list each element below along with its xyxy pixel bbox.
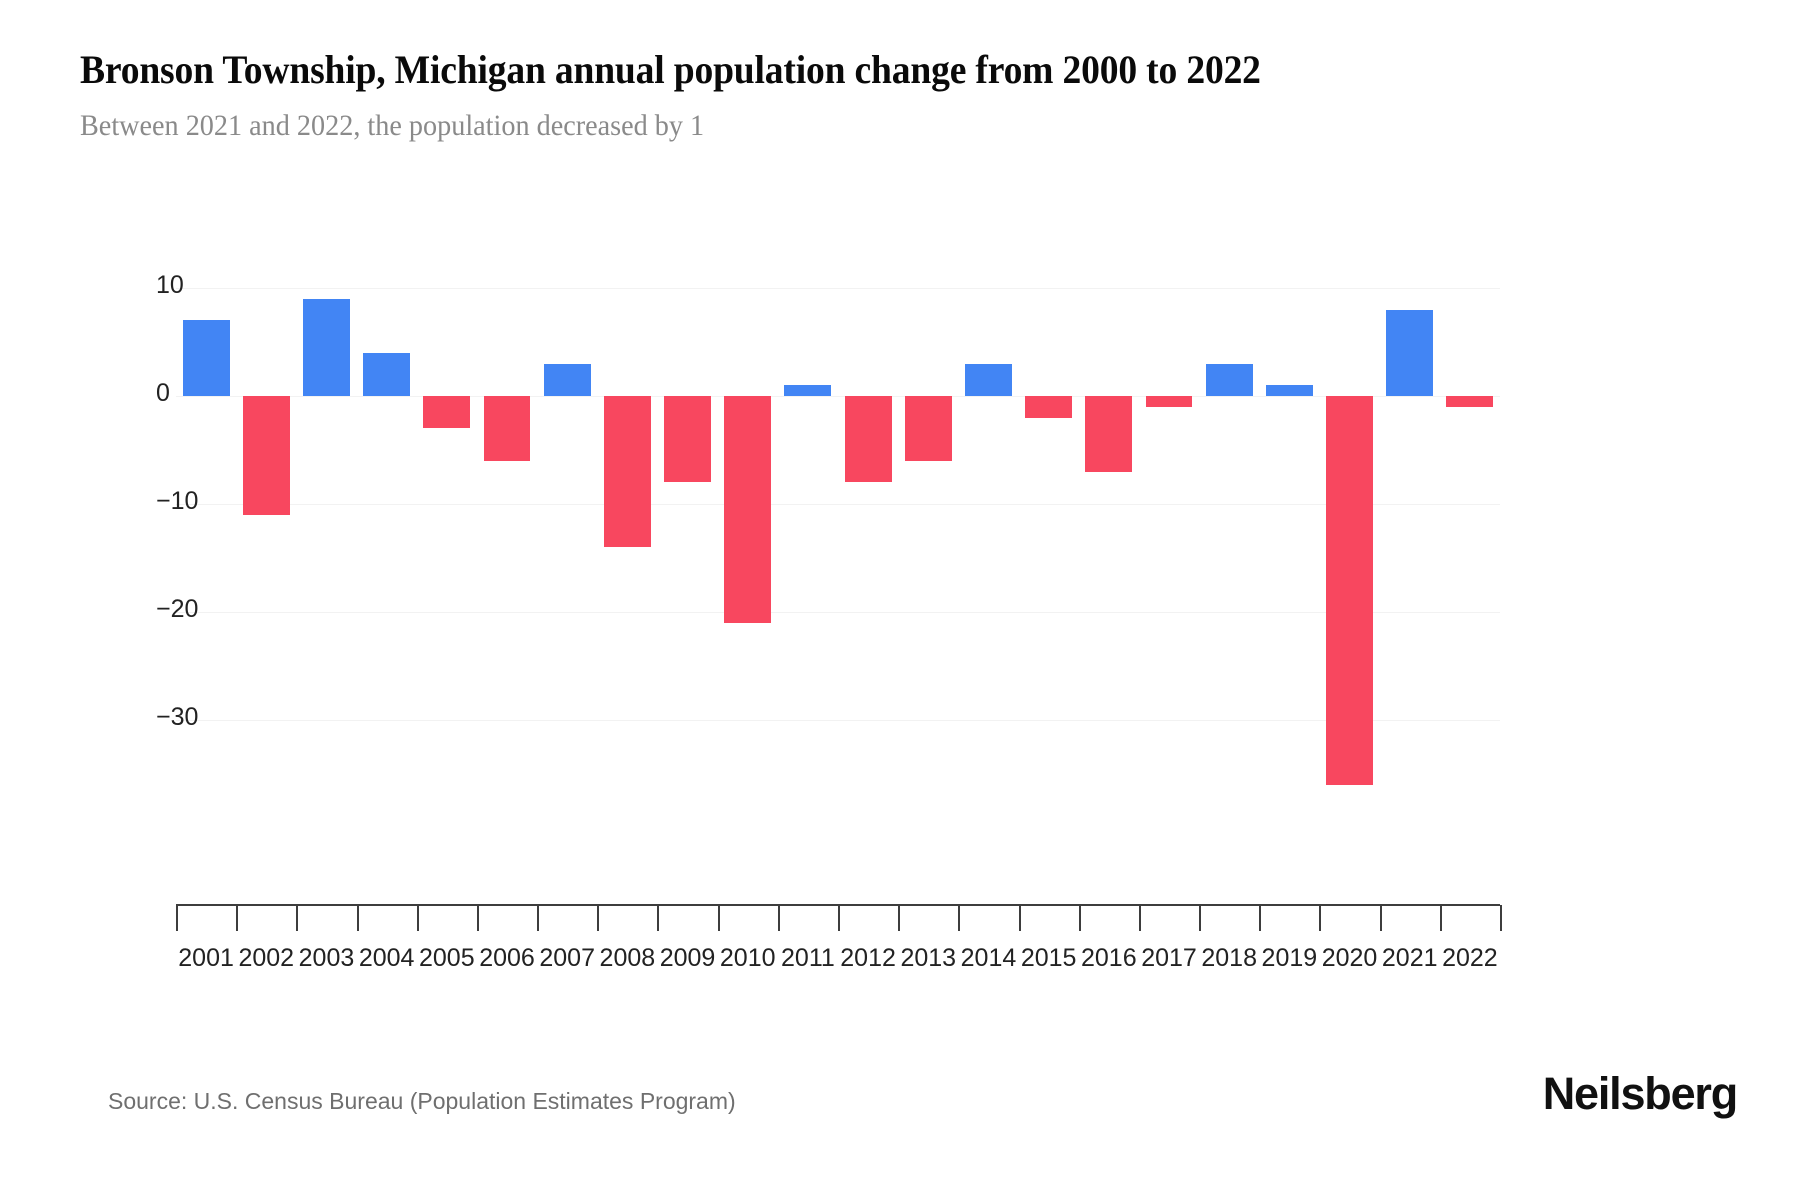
- bar-2011[interactable]: [784, 385, 832, 396]
- x-axis-tick: [1078, 905, 1081, 931]
- x-axis-tick: [1319, 905, 1322, 931]
- x-axis-tick: [537, 905, 540, 931]
- x-axis-label-2001: 2001: [178, 944, 234, 972]
- x-axis-label-2009: 2009: [659, 944, 716, 972]
- x-axis-tick: [236, 905, 239, 931]
- x-axis-label-2010: 2010: [719, 944, 776, 972]
- x-axis-label-2003: 2003: [298, 944, 355, 972]
- bar-2013[interactable]: [904, 396, 952, 461]
- y-gridline: [176, 612, 1500, 613]
- brand-logo: Neilsberg: [1542, 1068, 1738, 1119]
- x-axis-label-2005: 2005: [419, 944, 475, 972]
- x-axis-tick: [777, 905, 780, 931]
- x-axis-label-2004: 2004: [358, 944, 415, 972]
- bar-2015[interactable]: [1025, 396, 1073, 418]
- bar-2006[interactable]: [483, 396, 531, 461]
- x-axis-tick: [1018, 905, 1021, 931]
- x-axis-label-2002: 2002: [238, 944, 295, 972]
- x-axis-label-2022: 2022: [1442, 944, 1498, 972]
- bar-2009[interactable]: [664, 396, 711, 483]
- x-axis-label-2019: 2019: [1261, 944, 1318, 972]
- bar-2017[interactable]: [1145, 396, 1193, 407]
- bar-2014[interactable]: [964, 363, 1012, 396]
- x-axis-tick: [1259, 905, 1262, 931]
- x-axis-label-2008: 2008: [599, 944, 656, 972]
- bar-2008[interactable]: [603, 396, 651, 548]
- x-axis-label-2006: 2006: [479, 944, 535, 972]
- bar-2010[interactable]: [724, 396, 772, 623]
- bar-2005[interactable]: [423, 396, 471, 429]
- x-axis-label-2013: 2013: [900, 944, 957, 972]
- bar-2016[interactable]: [1085, 396, 1133, 472]
- x-axis-tick: [1199, 905, 1202, 931]
- x-axis-tick: [1500, 905, 1502, 931]
- bar-2022[interactable]: [1446, 396, 1494, 407]
- x-axis-label-2017: 2017: [1141, 944, 1197, 972]
- x-axis-label-2011: 2011: [781, 944, 835, 972]
- x-axis-tick: [958, 905, 961, 931]
- y-axis-tick-label: 0: [156, 379, 170, 407]
- bar-2012[interactable]: [844, 396, 892, 483]
- x-axis-label-2014: 2014: [960, 944, 1017, 972]
- x-axis-tick: [416, 905, 419, 931]
- x-axis-label-2016: 2016: [1081, 944, 1137, 972]
- source-note: Source: U.S. Census Bureau (Population E…: [108, 1088, 736, 1114]
- chart-subtitle: Between 2021 and 2022, the population de…: [80, 109, 705, 142]
- bar-2021[interactable]: [1386, 309, 1434, 396]
- x-axis-tick: [597, 905, 600, 931]
- bar-2007[interactable]: [543, 363, 591, 396]
- y-gridline: [176, 288, 1500, 289]
- chart-header: Bronson Township, Michigan annual popula…: [80, 46, 1740, 144]
- bar-2019[interactable]: [1265, 385, 1313, 396]
- bar-2004[interactable]: [363, 352, 411, 396]
- x-axis-tick: [898, 905, 901, 931]
- x-axis-tick: [356, 905, 359, 931]
- bar-2018[interactable]: [1205, 363, 1253, 396]
- x-axis-label-2020: 2020: [1321, 944, 1378, 972]
- x-axis-tick: [1379, 905, 1382, 931]
- x-axis-tick: [1439, 905, 1442, 931]
- bar-2002[interactable]: [242, 396, 290, 515]
- y-axis-tick-label: −10: [156, 487, 199, 515]
- y-axis-tick-label: −30: [156, 703, 199, 731]
- zero-gridline: [176, 396, 1500, 397]
- bar-2020[interactable]: [1326, 396, 1373, 785]
- bars-container: 10 0 −10 −20 −30: [156, 271, 1500, 785]
- y-gridline: [176, 504, 1500, 505]
- x-axis-label-2007: 2007: [539, 944, 595, 972]
- x-axis-tick: [176, 905, 178, 931]
- page-title: Bronson Township, Michigan annual popula…: [80, 47, 1261, 92]
- x-axis-label-2015: 2015: [1020, 944, 1077, 972]
- y-axis-tick-label: 10: [156, 271, 184, 299]
- x-axis-tick: [657, 905, 660, 931]
- x-axis-tick: [838, 905, 840, 931]
- x-axis-label-2012: 2012: [840, 944, 896, 972]
- x-axis-tick: [296, 905, 299, 931]
- x-axis-tick: [717, 905, 720, 931]
- x-axis-tick: [1138, 905, 1141, 931]
- y-axis-tick-label: −20: [156, 595, 199, 623]
- x-axis-label-2021: 2021: [1381, 944, 1438, 972]
- bar-2003[interactable]: [302, 298, 350, 396]
- y-gridline: [176, 720, 1500, 721]
- bar-2001[interactable]: [182, 320, 230, 396]
- x-axis-tick: [476, 905, 479, 931]
- x-axis-label-2018: 2018: [1201, 944, 1257, 972]
